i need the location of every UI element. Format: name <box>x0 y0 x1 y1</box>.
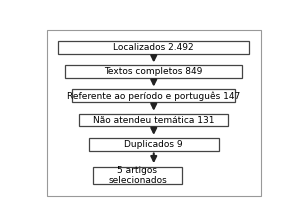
Bar <box>65 65 242 78</box>
Text: Textos completos 849: Textos completos 849 <box>105 67 203 76</box>
Text: Duplicados 9: Duplicados 9 <box>124 140 183 149</box>
Bar <box>89 138 219 151</box>
Bar <box>93 167 182 184</box>
Bar <box>58 41 249 54</box>
Text: Referente ao período e português 147: Referente ao período e português 147 <box>67 91 240 101</box>
Text: Localizados 2.492: Localizados 2.492 <box>113 43 194 52</box>
Text: Não atendeu temática 131: Não atendeu temática 131 <box>93 116 214 125</box>
Bar <box>72 89 235 102</box>
Bar <box>79 114 228 127</box>
Text: 5 artigos
selecionados: 5 artigos selecionados <box>108 166 167 185</box>
